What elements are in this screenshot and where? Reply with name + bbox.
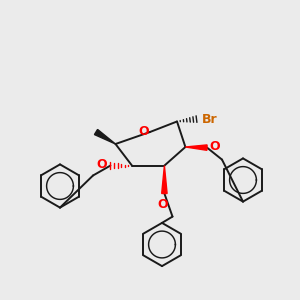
Text: O: O — [209, 140, 220, 154]
Text: O: O — [158, 198, 168, 211]
Polygon shape — [185, 145, 207, 150]
Text: O: O — [138, 125, 149, 138]
Polygon shape — [94, 129, 116, 144]
Polygon shape — [162, 166, 167, 194]
Text: O: O — [96, 158, 107, 171]
Text: Br: Br — [202, 112, 218, 126]
